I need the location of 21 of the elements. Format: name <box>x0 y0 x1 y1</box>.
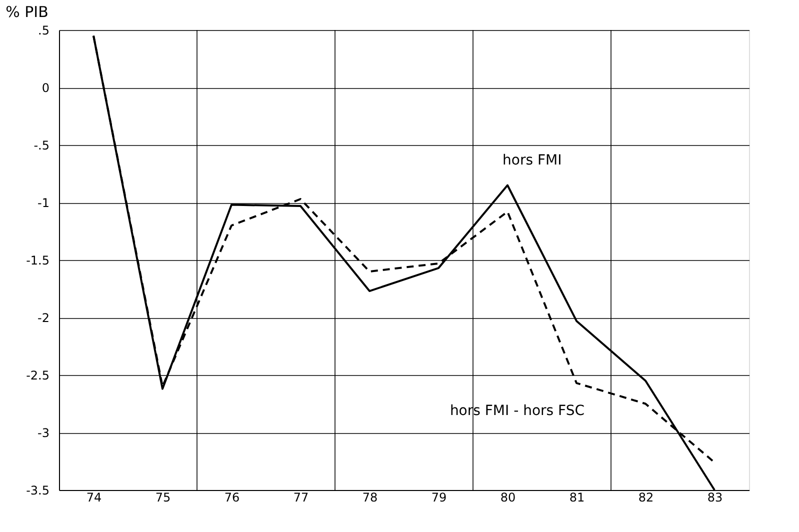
x-tick-label: 82 <box>638 490 654 504</box>
y-axis-title: % PIB <box>6 3 48 21</box>
y-tick-label: -2 <box>38 311 50 325</box>
x-tick-label: 74 <box>86 490 102 504</box>
y-tick-label: -3 <box>38 426 50 440</box>
y-tick-label: -1 <box>38 196 50 210</box>
x-tick-label: 76 <box>224 490 240 504</box>
y-tick-label: -2.5 <box>26 368 50 382</box>
y-tick-label: 0 <box>42 81 50 95</box>
y-tick-label: -3.5 <box>26 484 50 498</box>
x-tick-label: 75 <box>155 490 171 504</box>
x-tick-label: 83 <box>707 490 723 504</box>
x-tick-label: 79 <box>431 490 447 504</box>
y-tick-label: -.5 <box>34 138 50 152</box>
x-tick-label: 77 <box>293 490 309 504</box>
series-label: hors FMI <box>502 152 562 168</box>
y-tick-label: -1.5 <box>26 254 50 268</box>
x-tick-label: 81 <box>569 490 585 504</box>
y-tick-label: .5 <box>38 24 50 38</box>
x-tick-label: 80 <box>500 490 516 504</box>
x-tick-label: 78 <box>362 490 378 504</box>
